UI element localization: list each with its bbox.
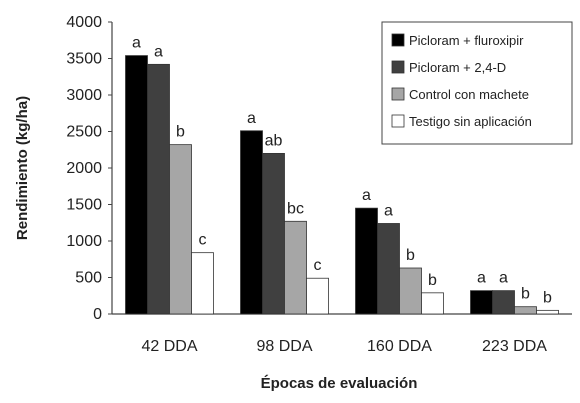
bar (169, 144, 192, 315)
y-tick-label: 0 (93, 306, 102, 323)
legend-items: Picloram + fluroxipir Picloram + 2,4-D Con… (391, 33, 532, 129)
legend-swatch (391, 33, 405, 47)
significance-label: a (384, 202, 393, 219)
significance-label: b (406, 247, 415, 264)
legend-label: Testigo sin aplicación (409, 114, 532, 129)
significance-label: b (176, 124, 185, 141)
significance-label: b (543, 289, 552, 306)
significance-label: a (499, 270, 508, 287)
y-tick-label: 1500 (66, 197, 102, 214)
x-category-label: 42 DDA (141, 338, 197, 355)
legend-swatch (391, 60, 405, 74)
y-tick-label: 4000 (66, 14, 102, 31)
significance-label: bc (287, 200, 304, 217)
bar (306, 277, 329, 315)
y-tick-label: 3000 (66, 87, 102, 104)
significance-label: b (428, 272, 437, 289)
legend-label: Picloram + fluroxipir (409, 33, 524, 48)
y-tick-label: 3500 (66, 51, 102, 68)
significance-label: b (521, 286, 530, 303)
legend: Picloram + fluroxipir Picloram + 2,4-D Con… (381, 21, 573, 145)
legend-label: Picloram + 2,4-D (409, 60, 506, 75)
bar (514, 306, 537, 315)
bar (284, 220, 307, 315)
y-tick-label: 2000 (66, 160, 102, 177)
significance-label: a (247, 110, 256, 127)
y-ticks: 0 500 1000 1500 2000 2500 3000 3500 4000 (66, 14, 112, 323)
x-axis-title: Épocas de evaluación (261, 375, 418, 392)
bar (492, 290, 515, 315)
bars (125, 55, 559, 315)
bar (421, 292, 444, 315)
bar (377, 223, 400, 315)
bar (470, 290, 493, 315)
significance-label: a (477, 270, 486, 287)
bar (147, 63, 170, 315)
significance-label: a (362, 187, 371, 204)
y-tick-label: 2500 (66, 124, 102, 141)
y-axis-title: Rendimiento (kg/ha) (14, 96, 31, 240)
significance-label: a (154, 43, 163, 60)
significance-label: a (132, 35, 141, 52)
x-category-label: 160 DDA (367, 338, 432, 355)
significance-label: ab (265, 132, 283, 149)
bar (125, 55, 148, 315)
y-tick-label: 500 (75, 270, 102, 287)
x-category-labels: 42 DDA 98 DDA 160 DDA 223 DDA (141, 338, 547, 355)
y-tick-label: 1000 (66, 233, 102, 250)
bar (399, 267, 422, 315)
bar (240, 130, 263, 315)
legend-box (381, 21, 573, 145)
bar (191, 252, 214, 315)
bar (355, 207, 378, 315)
x-category-label: 223 DDA (482, 338, 547, 355)
significance-label: c (199, 232, 207, 249)
x-category-label: 98 DDA (256, 338, 312, 355)
legend-label: Control con machete (409, 87, 529, 102)
significance-label: c (314, 257, 322, 274)
bar (536, 309, 559, 315)
bar (262, 152, 285, 315)
legend-swatch (391, 87, 405, 101)
legend-swatch (391, 114, 405, 128)
